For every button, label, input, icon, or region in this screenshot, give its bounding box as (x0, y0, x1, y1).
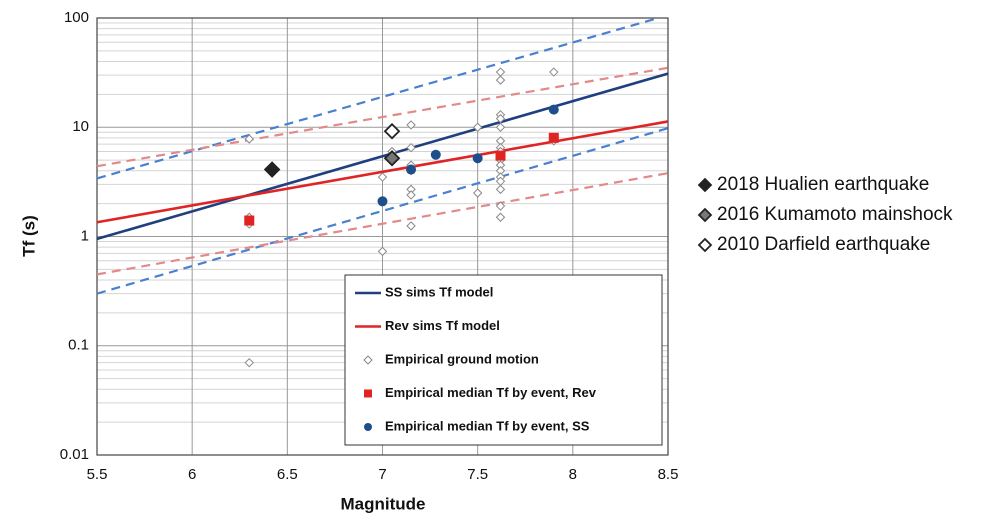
data-point (495, 150, 506, 161)
data-point (495, 212, 506, 222)
legend-swatch (697, 207, 713, 223)
data-point (244, 215, 255, 226)
data-point (406, 164, 417, 175)
data-point (549, 67, 559, 77)
y-axis-label: Tf (s) (19, 215, 38, 257)
x-tick-label: 8 (569, 466, 577, 483)
data-point (406, 142, 416, 153)
legend-label: Empirical median Tf by event, Rev (385, 385, 597, 400)
data-point (548, 132, 559, 143)
dashed-line (96, 127, 669, 295)
legend-label: SS sims Tf model (385, 284, 493, 299)
model-line (96, 120, 669, 224)
legend-label: 2016 Kumamoto mainshock (717, 204, 953, 225)
y-tick-label: 10 (72, 118, 89, 135)
legend-swatch (364, 423, 372, 431)
data-point (383, 150, 401, 167)
plot-frame (96, 17, 669, 456)
y-tick-label: 0.1 (68, 337, 89, 354)
x-tick-label: 5.5 (87, 466, 108, 483)
data-point (472, 153, 483, 164)
data-point (383, 122, 401, 140)
y-tick-label: 1 (81, 227, 89, 244)
y-tick-label: 100 (64, 9, 89, 26)
legend-swatch (363, 355, 373, 365)
data-point (244, 134, 254, 144)
data-point (263, 161, 281, 178)
dashed-line (96, 16, 659, 180)
legend-label: Rev sims Tf model (385, 318, 500, 333)
y-tick-label: 0.01 (60, 446, 89, 463)
x-tick-label: 8.5 (658, 466, 679, 483)
data-point (495, 201, 506, 211)
data-point (244, 357, 254, 368)
data-point (548, 104, 559, 115)
legend-label: Empirical ground motion (385, 351, 539, 366)
legend-label: 2010 Darfield earthquake (717, 234, 930, 255)
data-point (406, 120, 416, 130)
legend-swatch (697, 237, 713, 253)
data-point (495, 184, 506, 195)
legend-swatch (697, 177, 713, 193)
data-point (406, 221, 416, 231)
x-tick-label: 6.5 (277, 466, 298, 483)
data-point (472, 122, 483, 132)
data-point (472, 188, 483, 198)
data-point (377, 246, 388, 257)
data-point (406, 190, 416, 200)
x-tick-label: 7.5 (467, 466, 488, 483)
x-axis-label: Magnitude (341, 494, 426, 513)
data-point (495, 122, 506, 132)
legend-box (344, 274, 663, 446)
x-tick-label: 7 (378, 466, 386, 483)
legend-label: Empirical median Tf by event, SS (385, 418, 590, 433)
data-point (495, 75, 506, 85)
x-tick-label: 6 (188, 466, 196, 483)
data-point (377, 172, 388, 182)
legend-swatch (364, 389, 372, 398)
dashed-line (96, 66, 669, 168)
model-line (96, 72, 669, 241)
dashed-line (96, 172, 669, 276)
legend-label: 2018 Hualien earthquake (717, 174, 929, 195)
data-point (430, 149, 441, 160)
data-point (377, 196, 388, 207)
